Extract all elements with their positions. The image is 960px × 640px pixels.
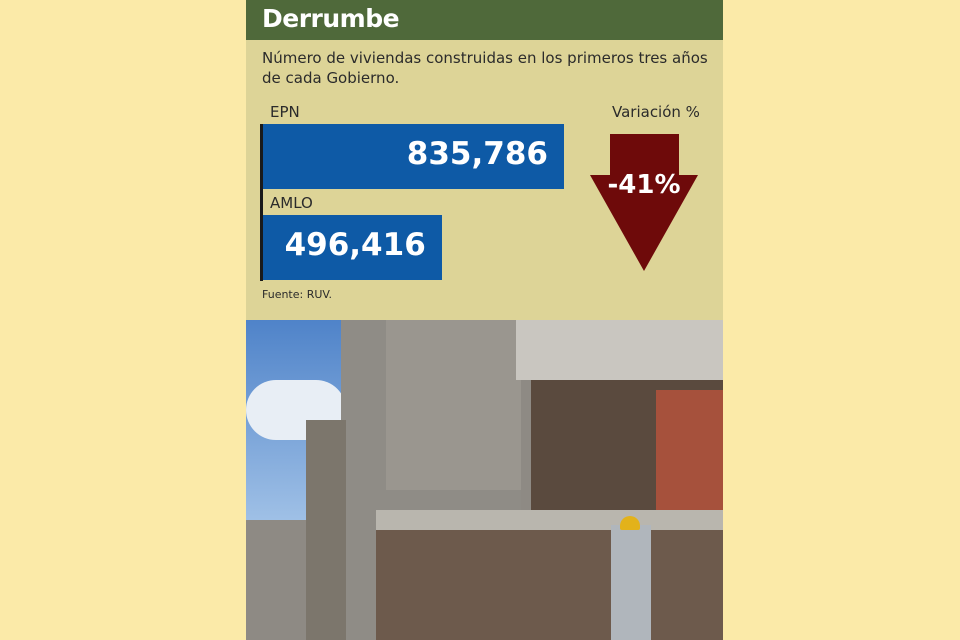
variation-label: Variación %: [612, 103, 700, 121]
category-label-epn: EPN: [270, 103, 300, 121]
bar-amlo: 496,416: [263, 215, 442, 280]
category-label-amlo: AMLO: [270, 194, 313, 212]
header-bar: Derrumbe: [246, 0, 723, 40]
chart-subtitle: Número de viviendas construidas en los p…: [262, 49, 708, 87]
bar-axis-line: [260, 124, 263, 281]
bar-epn: 835,786: [263, 124, 564, 189]
construction-photo: [246, 320, 723, 640]
source-note: Fuente: RUV.: [262, 288, 333, 301]
variation-value: -41%: [607, 170, 681, 200]
down-arrow-icon: [590, 134, 698, 271]
value-label-amlo: 496,416: [284, 227, 426, 263]
chart-title: Derrumbe: [262, 4, 400, 33]
value-label-epn: 835,786: [406, 136, 548, 172]
infographic-panel: Derrumbe Número de viviendas construidas…: [246, 0, 723, 320]
